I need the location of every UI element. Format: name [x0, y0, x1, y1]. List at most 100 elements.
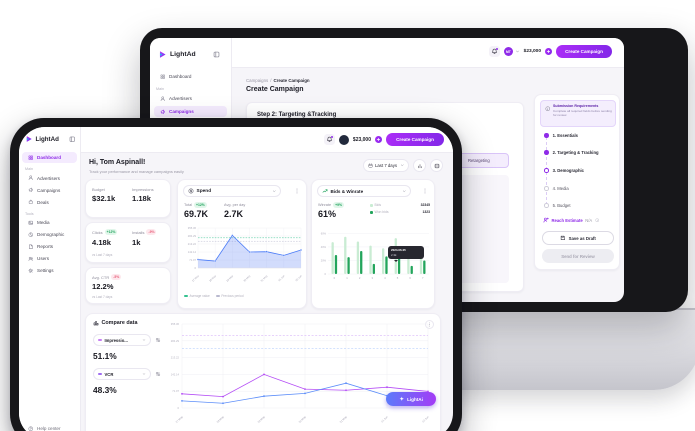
step-item-media[interactable]: 4. Media — [544, 186, 569, 191]
back-sidebar-item-advertisers[interactable]: Advertisers — [154, 93, 227, 104]
back-sidebar-item-campaigns[interactable]: Campaigns — [154, 106, 227, 117]
compare-icon — [93, 320, 99, 326]
compare-metric1-select[interactable]: Impressio... — [93, 334, 151, 346]
svg-text:0: 0 — [325, 272, 327, 276]
front-balance[interactable]: $23,000 — [352, 136, 371, 143]
step-dot-todo-icon — [544, 186, 549, 191]
step-item-targeting[interactable]: 2. Targeting & Tracking — [544, 150, 599, 155]
ctr-trend-badge: -5% — [111, 274, 122, 281]
advertisers-icon — [160, 96, 166, 102]
notifications-bell-icon[interactable] — [488, 46, 500, 57]
step-label: 2. Targeting & Tracking — [552, 150, 599, 155]
spend-more-menu[interactable] — [293, 187, 301, 195]
info-icon — [544, 106, 551, 112]
back-balance[interactable]: $23,000 — [523, 49, 541, 54]
step-item-budget[interactable]: 5. Budget — [544, 203, 571, 208]
sidebar-collapse-icon[interactable] — [213, 51, 220, 58]
bell-icon — [326, 136, 333, 143]
installs-trend-badge: -9% — [146, 229, 157, 236]
back-create-campaign-button[interactable]: Create Campaign — [556, 45, 612, 58]
impressions-value: 1.18k — [132, 194, 152, 203]
deals-icon — [28, 199, 34, 205]
breadcrumb-separator: / — [270, 78, 272, 83]
back-topbar: MT $23,000 Create Campaign — [232, 38, 624, 68]
sidebar-item-campaigns[interactable]: Campaigns — [22, 185, 77, 196]
compare-metric2-select[interactable]: VCR — [93, 368, 151, 380]
sidebar-campaigns-label: Campaigns — [37, 187, 61, 193]
sidebar-item-reports[interactable]: Reports — [22, 241, 77, 252]
bids-swatch — [370, 203, 373, 207]
svg-text:2: 2 — [359, 276, 361, 280]
svg-text:0: 0 — [334, 276, 336, 280]
lightai-button[interactable]: LightAi — [386, 392, 436, 406]
legend-won-label: Won bids — [374, 210, 389, 214]
back-logo-text: LightAd — [170, 51, 196, 58]
sidebar-media-label: Media — [37, 220, 50, 225]
sidebar-item-media[interactable]: Media — [22, 217, 77, 228]
step-title: Step 2: Targeting &Tracking — [257, 112, 337, 118]
submission-desc: Complete all required fields before send… — [553, 109, 612, 118]
metric1-swap-icon[interactable] — [155, 337, 161, 343]
trend-up-icon — [322, 188, 328, 194]
greeting-subtitle: Track your performance and manage campai… — [89, 169, 184, 174]
chevron-down-icon — [402, 189, 407, 194]
bids-more-menu[interactable] — [421, 187, 429, 195]
legend-bids-row: Bids 32345 — [370, 203, 430, 207]
vs-last-7-days: vs Last 7 days — [92, 253, 113, 257]
sparkle-icon — [399, 396, 405, 402]
add-funds-button[interactable] — [545, 48, 552, 55]
bids-metric-select[interactable]: Bids & Winrate — [317, 185, 411, 197]
compare-more-menu[interactable] — [425, 320, 434, 329]
won-bids-total: 1323 — [422, 210, 430, 214]
impressions-label: Impressions — [132, 187, 154, 192]
step-label: 3. Demographic — [552, 168, 585, 173]
add-funds-button[interactable] — [375, 136, 382, 143]
create-campaign-label: Create Campaign — [565, 49, 603, 54]
legend-average-value: Average value — [184, 294, 210, 298]
notification-dot — [331, 135, 334, 138]
svg-text:3: 3 — [371, 276, 373, 280]
step-label: 4. Media — [552, 186, 569, 191]
svg-text:213.22: 213.22 — [171, 356, 180, 360]
media-icon — [28, 220, 34, 226]
chart-view-button[interactable] — [413, 159, 426, 172]
sidebar-item-dashboard[interactable]: Dashboard — [22, 152, 77, 163]
breadcrumb-campaigns[interactable]: Campaigns — [246, 78, 269, 83]
save-as-draft-button[interactable]: Save as Draft — [542, 231, 614, 245]
sidebar-item-deals[interactable]: Deals — [22, 197, 77, 208]
help-center-label: Help center — [37, 426, 61, 431]
sidebar-item-advertisers[interactable]: Advertisers — [22, 173, 77, 184]
metric2-swap-icon[interactable] — [155, 371, 161, 377]
send-for-review-button[interactable]: Send for Review — [542, 249, 614, 263]
sidebar-collapse-icon[interactable] — [69, 136, 76, 143]
bell-icon — [491, 48, 498, 55]
sidebar-item-demographic[interactable]: Demographic — [22, 229, 77, 240]
more-dots-icon — [427, 322, 432, 327]
clicks-trend-badge: +12% — [104, 229, 118, 236]
back-sidebar-item-dashboard[interactable]: Dashboard — [154, 71, 227, 82]
front-user-avatar[interactable] — [338, 134, 349, 145]
notification-dot — [495, 47, 499, 50]
front-sidebar: LightAd Dashboard Main Advertisers Campa… — [19, 127, 81, 431]
front-tablet-frame: LightAd Dashboard Main Advertisers Campa… — [10, 118, 462, 431]
date-range-select[interactable]: Last 7 days — [362, 159, 409, 172]
step-item-essentials[interactable]: 1. Essentials — [544, 133, 578, 138]
sidebar-item-help-center[interactable]: Help center — [22, 423, 77, 431]
sidebar-item-users[interactable]: Users — [22, 253, 77, 264]
sidebar-item-settings[interactable]: Settings — [22, 265, 77, 276]
back-user-avatar[interactable]: MT — [503, 46, 520, 57]
reports-icon — [28, 244, 34, 250]
svg-text:71.07: 71.07 — [189, 258, 196, 262]
notifications-bell-icon[interactable] — [323, 134, 335, 145]
table-view-button[interactable] — [430, 159, 443, 172]
dashboard-icon — [28, 155, 34, 161]
winrate-label: Winrate — [318, 203, 332, 208]
svg-text:142.14: 142.14 — [188, 250, 197, 254]
step-item-demographic[interactable]: 3. Demographic — [544, 168, 584, 173]
spend-total-value: 69.7K — [184, 209, 209, 219]
metric1-swatch — [98, 339, 102, 341]
spend-metric-select[interactable]: Spend — [183, 185, 281, 197]
svg-text:40%: 40% — [321, 245, 327, 249]
front-create-campaign-button[interactable]: Create Campaign — [386, 133, 444, 146]
metric1-label: Impressio... — [104, 337, 128, 343]
